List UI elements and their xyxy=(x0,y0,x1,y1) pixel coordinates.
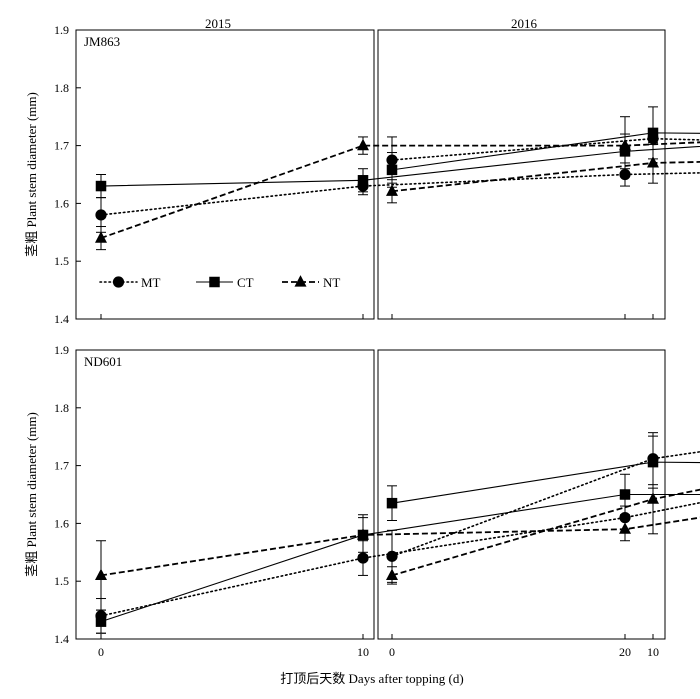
marker-NT xyxy=(647,156,659,168)
legend-label-NT: NT xyxy=(323,275,340,290)
marker-NT xyxy=(647,492,659,504)
y-tick-label: 1.7 xyxy=(54,459,69,473)
y-tick-label: 1.4 xyxy=(54,632,69,646)
x-tick-label: 0 xyxy=(98,645,104,659)
series-line-CT xyxy=(100,493,700,623)
series-line-CT xyxy=(391,461,700,504)
marker-NT xyxy=(95,568,107,581)
year-label-2015: 2015 xyxy=(205,16,231,31)
marker-CT xyxy=(386,164,398,176)
series-line-NT xyxy=(391,160,700,193)
plot-frame-2015-JM863 xyxy=(75,29,375,320)
series-line-CT xyxy=(100,145,700,187)
legend-marker-MT xyxy=(112,276,125,288)
marker-MT xyxy=(386,550,398,562)
marker-CT xyxy=(357,175,369,186)
legend-label-CT: CT xyxy=(237,275,254,290)
y-tick-label: 1.5 xyxy=(54,254,69,268)
panel-label: ND601 xyxy=(84,354,122,369)
marker-CT xyxy=(619,489,631,500)
marker-NT xyxy=(619,138,631,151)
marker-CT xyxy=(95,180,107,192)
y-tick-label: 1.6 xyxy=(54,196,69,210)
legend-marker-NT xyxy=(294,275,307,287)
series-group-ND601-2015 xyxy=(95,473,700,634)
series-line-CT xyxy=(391,132,700,171)
x-tick-label: 10 xyxy=(357,645,369,659)
series-line-NT xyxy=(100,141,700,239)
y-tick-label: 1.9 xyxy=(54,23,69,37)
marker-CT xyxy=(386,497,398,509)
marker-CT xyxy=(95,616,107,627)
series-group-JM863-2016 xyxy=(386,106,700,204)
series-group-JM863-2015 xyxy=(95,116,700,251)
marker-CT xyxy=(647,456,659,468)
y-axis-title: 茎粗 Plant stem diameter (mm) xyxy=(24,412,39,577)
marker-CT xyxy=(647,127,659,139)
series-line-MT xyxy=(391,137,700,161)
marker-NT xyxy=(386,184,398,196)
series-line-NT xyxy=(100,516,700,577)
legend-label-MT: MT xyxy=(141,275,161,290)
y-tick-label: 1.9 xyxy=(54,343,69,357)
y-tick-label: 1.8 xyxy=(54,81,69,95)
marker-NT xyxy=(386,568,398,581)
legend-marker-CT xyxy=(209,276,220,288)
panel-label: JM863 xyxy=(84,34,120,49)
marker-NT xyxy=(357,138,369,151)
marker-NT xyxy=(357,528,369,540)
marker-NT xyxy=(619,522,631,534)
marker-NT xyxy=(95,231,107,243)
x-axis-title: 打顶后天数 Days after topping (d) xyxy=(280,671,463,686)
y-tick-label: 1.5 xyxy=(54,574,69,588)
y-tick-label: 1.8 xyxy=(54,401,69,415)
series-line-MT xyxy=(100,172,700,216)
legend: MT CT NT xyxy=(99,275,340,290)
series-line-MT xyxy=(100,501,700,617)
y-axis-title: 茎粗 Plant stem diameter (mm) xyxy=(24,92,39,257)
year-label-2016: 2016 xyxy=(511,16,538,31)
y-tick-label: 1.7 xyxy=(54,139,69,153)
series-line-NT xyxy=(391,488,700,577)
x-tick-label: 20 xyxy=(619,645,631,659)
series-group-ND601-2016 xyxy=(386,432,700,585)
x-tick-label: 0 xyxy=(389,645,395,659)
y-tick-label: 1.6 xyxy=(54,516,69,530)
plot-frame-2016-JM863 xyxy=(377,29,666,320)
y-tick-label: 1.4 xyxy=(54,312,69,326)
marker-MT xyxy=(95,209,107,221)
x-tick-label: 10 xyxy=(647,645,659,659)
plot-frame-2015-ND601 xyxy=(75,349,375,640)
